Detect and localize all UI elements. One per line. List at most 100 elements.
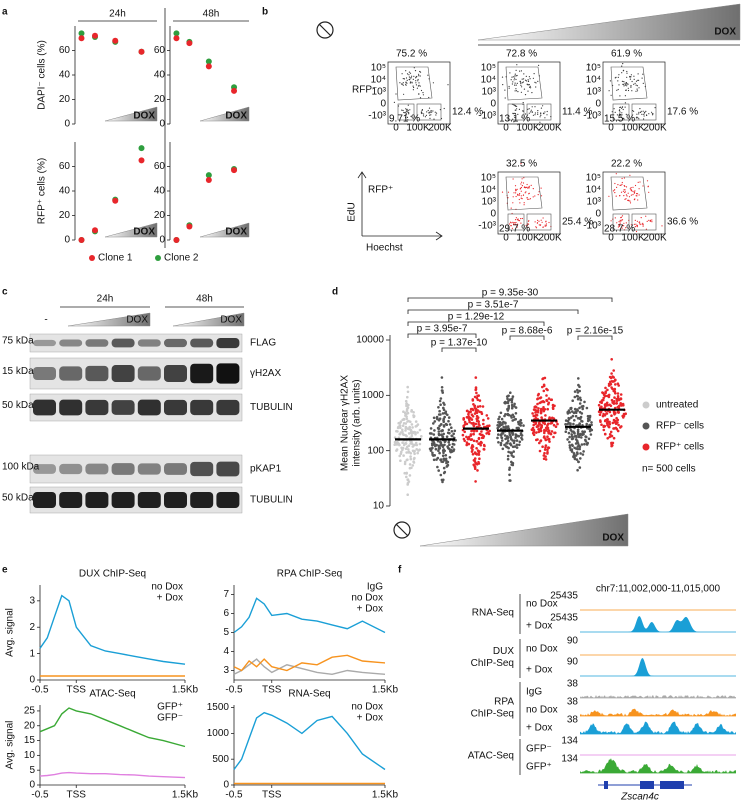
cell-point <box>409 455 412 458</box>
gate-percent: 72.8 % <box>506 49 537 60</box>
event-dot <box>626 85 628 87</box>
cell-point <box>453 429 457 433</box>
event-dot <box>545 221 547 223</box>
event-dot <box>412 78 414 80</box>
event-dot <box>524 113 527 115</box>
event-dot <box>415 82 417 84</box>
event-dot <box>435 114 437 116</box>
event-dot <box>514 116 516 119</box>
cell-point <box>505 442 508 445</box>
event-dot <box>405 113 407 115</box>
cell-point <box>477 460 480 464</box>
cell-point <box>612 369 615 372</box>
cell-point <box>522 424 525 427</box>
track-label: + Dox <box>526 723 552 734</box>
locus: chr7:11,002,000-11,015,000 <box>596 584 721 595</box>
cell-point <box>506 412 510 416</box>
track-label: + Dox <box>526 665 552 676</box>
y-tick-label: 10⁵ <box>371 63 386 74</box>
event-dot <box>654 107 656 109</box>
y-tick-label: 10⁴ <box>481 185 496 196</box>
cell-point <box>411 431 415 434</box>
cell-point <box>465 422 469 426</box>
cell-point <box>433 454 437 457</box>
event-dot <box>629 78 632 80</box>
event-dot <box>624 106 626 108</box>
dose-label: DOX <box>133 111 155 122</box>
x-tick-label: 0 <box>503 233 509 244</box>
event-dot <box>430 114 432 116</box>
event-dot <box>429 114 431 116</box>
event-dot <box>621 107 623 109</box>
cell-point <box>519 432 523 435</box>
cell-point <box>569 416 573 419</box>
event-dot <box>416 87 418 89</box>
event-dot <box>515 88 517 90</box>
cell-point <box>452 432 456 436</box>
cell-point <box>414 432 417 436</box>
event-dot <box>402 84 404 86</box>
cell-point <box>506 407 509 411</box>
event-dot <box>527 220 530 222</box>
cell-point <box>607 393 611 397</box>
cell-point <box>573 457 577 461</box>
cell-point <box>514 417 517 421</box>
event-dot <box>648 191 650 193</box>
event-dot <box>520 195 522 197</box>
event-dot <box>621 181 623 184</box>
cell-point <box>503 434 507 437</box>
event-dot <box>402 78 404 80</box>
cell-point <box>515 443 519 447</box>
cell-point <box>615 416 618 420</box>
event-dot <box>435 112 438 114</box>
cell-point <box>580 419 583 423</box>
cell-point <box>504 421 507 425</box>
blot-band <box>137 399 161 416</box>
cell-point <box>433 420 437 423</box>
comparison-bracket <box>407 321 545 326</box>
cell-point <box>407 432 411 435</box>
event-dot <box>616 186 618 188</box>
event-dot <box>514 73 516 75</box>
event-dot <box>522 102 524 104</box>
event-dot <box>510 225 512 227</box>
untreated-label: - <box>44 315 47 326</box>
event-dot <box>415 77 417 79</box>
cell-point <box>577 460 580 464</box>
cell-point <box>539 396 543 399</box>
blot-band <box>33 366 56 381</box>
cell-point <box>433 429 436 432</box>
cell-point <box>567 416 570 420</box>
cell-point <box>478 405 482 408</box>
flow-plot-frame <box>387 61 451 125</box>
dose-label: DOX <box>133 227 155 238</box>
event-dot <box>614 189 616 191</box>
cell-point <box>576 397 580 401</box>
cell-point <box>480 412 484 416</box>
cell-point <box>574 414 578 418</box>
cell-point <box>509 479 512 482</box>
event-dot <box>623 185 625 187</box>
cell-point <box>571 399 574 403</box>
event-dot <box>623 81 625 83</box>
comparison-bracket <box>407 333 477 338</box>
cell-point <box>438 399 442 403</box>
cell-point <box>405 404 409 407</box>
event-dot <box>420 111 422 113</box>
cell-point <box>451 434 454 438</box>
cell-point <box>570 433 573 436</box>
x-tick-label: 0 <box>608 233 614 244</box>
event-dot <box>534 112 537 114</box>
event-dot <box>623 195 625 197</box>
event-dot <box>512 118 514 120</box>
event-dot <box>535 227 538 229</box>
cell-point <box>483 444 486 448</box>
cell-point <box>401 432 405 436</box>
event-dot <box>417 80 419 82</box>
cell-point <box>536 402 539 406</box>
event-dot <box>430 110 432 112</box>
event-dot <box>521 86 523 88</box>
track-signal <box>580 658 736 676</box>
event-dot <box>641 113 643 115</box>
cell-point <box>545 394 548 397</box>
